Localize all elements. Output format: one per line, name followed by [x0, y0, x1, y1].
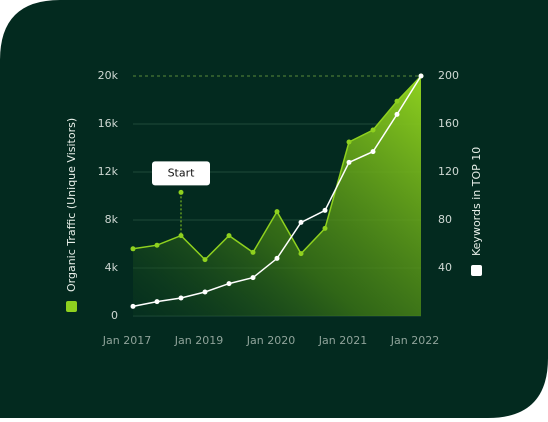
legend-label: Keywords in TOP 10: [470, 147, 483, 256]
point: [370, 127, 376, 133]
point: [202, 289, 208, 295]
legend-swatch: [471, 265, 482, 276]
y-tick-label: 8k: [105, 213, 119, 226]
y2-tick-label: 40: [438, 261, 452, 274]
point: [346, 139, 352, 145]
point: [178, 295, 184, 301]
point: [250, 249, 256, 255]
point: [298, 251, 304, 257]
x-tick-label: Jan 2019: [174, 334, 223, 347]
area: [133, 76, 421, 316]
point: [346, 159, 352, 165]
x-tick-label: Jan 2020: [246, 334, 295, 347]
annotation-box: [152, 161, 210, 186]
point: [178, 233, 184, 239]
point: [370, 149, 376, 155]
y-tick-label: 16k: [98, 117, 119, 130]
point: [322, 207, 328, 213]
point: [226, 233, 232, 239]
annotation-text: Start: [168, 166, 196, 179]
y2-tick-label: 120: [438, 165, 459, 178]
y-tick-label: 20k: [98, 69, 119, 82]
annotation-point: [178, 189, 184, 195]
y2-tick-label: 80: [438, 213, 452, 226]
y2-tick-label: 200: [438, 69, 459, 82]
y2-tick-label: 160: [438, 117, 459, 130]
legend-label: Organic Traffic (Unique Visitors): [65, 118, 78, 292]
point: [322, 225, 328, 231]
point: [130, 303, 136, 309]
y-tick-label: 0: [111, 309, 118, 322]
x-tick-label: Jan 2022: [390, 334, 439, 347]
point: [154, 299, 160, 305]
point: [298, 219, 304, 225]
legend-left: Organic Traffic (Unique Visitors): [65, 118, 78, 312]
x-tick-label: Jan 2021: [318, 334, 367, 347]
x-tick-label: Jan 2017: [102, 334, 151, 347]
y-tick-label: 12k: [98, 165, 119, 178]
point: [202, 257, 208, 263]
point: [394, 98, 400, 104]
legend-swatch: [66, 301, 77, 312]
point: [154, 242, 160, 248]
point: [418, 73, 424, 79]
point: [250, 275, 256, 281]
y-tick-label: 4k: [105, 261, 119, 274]
point: [274, 209, 280, 215]
point: [130, 246, 136, 252]
point: [226, 281, 232, 287]
point: [394, 111, 400, 117]
legend-right: Keywords in TOP 10: [470, 147, 483, 276]
point: [274, 255, 280, 261]
